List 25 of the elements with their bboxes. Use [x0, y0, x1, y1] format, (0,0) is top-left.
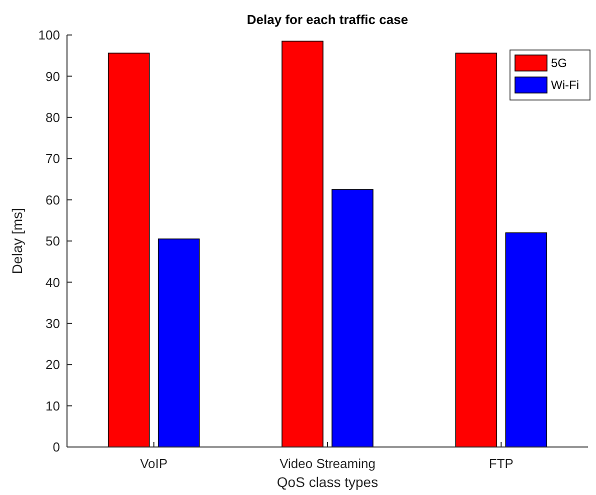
y-tick-label: 70 [46, 151, 60, 166]
x-axis-title: QoS class types [276, 474, 378, 490]
y-tick-label: 40 [46, 274, 60, 290]
y-tick-label: 90 [46, 68, 60, 84]
chart-title: Delay for each traffic case [246, 12, 408, 27]
x-tick-label: Video Streaming [280, 456, 376, 471]
bar [505, 232, 548, 448]
bar [108, 52, 150, 448]
y-tick-label: 20 [46, 357, 60, 372]
bar [282, 40, 324, 448]
bar [455, 52, 498, 448]
y-tick-label: 30 [46, 316, 60, 331]
y-tick-label: 80 [46, 110, 60, 125]
legend-label: 5G [551, 56, 568, 70]
y-tick-label: 100 [38, 28, 60, 43]
legend-label: Wi-Fi [551, 78, 579, 92]
y-tick-label: 0 [52, 440, 60, 455]
x-tick-label: FTP [488, 456, 514, 471]
y-tick-label: 50 [46, 234, 60, 249]
x-tick-label: VoIP [140, 456, 168, 471]
y-tick-label: 10 [46, 398, 60, 414]
y-axis-title: Delay [ms] [9, 208, 25, 274]
bar [158, 238, 200, 448]
y-tick-label: 60 [46, 192, 60, 208]
bar [332, 189, 374, 448]
